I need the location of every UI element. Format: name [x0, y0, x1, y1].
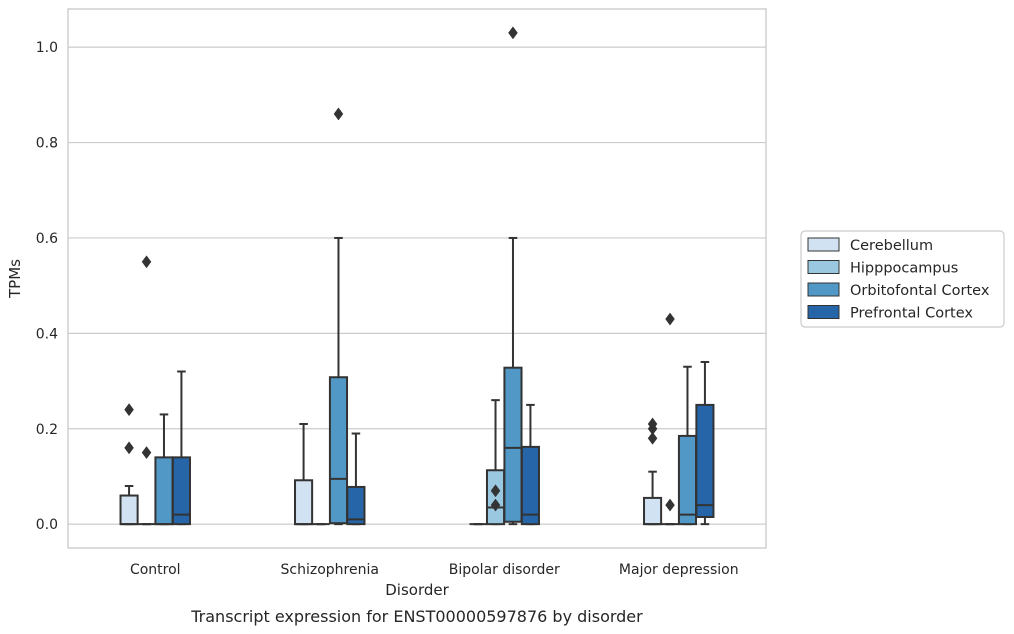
box-body [503, 366, 523, 523]
legend-label: Hipppocampus [850, 261, 958, 277]
box-4-4 [695, 360, 715, 526]
box-2-3 [485, 399, 506, 526]
outlier-point [490, 498, 501, 512]
x-axis-label: Disorder [385, 581, 449, 599]
y-tick-label: 0.8 [36, 136, 58, 152]
x-tick-labels: Control Schizophrenia Bipolar disorder Majo… [130, 562, 739, 578]
outlier-point [647, 431, 658, 445]
box-1-4 [643, 417, 663, 526]
box-4-1 [171, 370, 191, 526]
box-4-3 [520, 403, 540, 526]
x-tick-label: Major depression [619, 562, 739, 578]
legend-label: Cerebellum [850, 238, 933, 254]
outlier-point [141, 255, 152, 269]
x-tick-label: Bipolar disorder [449, 562, 560, 578]
box-1-1 [119, 403, 139, 526]
box-body [520, 445, 540, 526]
box-body [119, 494, 139, 526]
y-tick-label: 1.0 [36, 40, 58, 56]
outlier-point [490, 484, 501, 498]
legend-label: Prefrontal Cortex [850, 306, 973, 322]
box-3-3 [503, 26, 523, 526]
outlier-point [508, 26, 518, 40]
box-body [328, 376, 349, 525]
chart-caption: Transcript expression for ENST0000059787… [190, 607, 643, 626]
box-body [695, 403, 715, 518]
legend-swatch [807, 305, 840, 319]
box-body [346, 485, 366, 526]
x-tick-label: Schizophrenia [281, 562, 379, 578]
outlier-point [124, 441, 134, 455]
y-tick-labels: 0.0 0.2 0.4 0.6 0.8 1.0 [36, 40, 58, 533]
y-axis-label: TPMs [6, 259, 24, 299]
box-3-2 [328, 107, 349, 526]
box-2-4 [661, 312, 679, 526]
plot-frame [67, 8, 767, 549]
box-body [677, 434, 698, 526]
legend-swatch [807, 282, 840, 297]
outlier-point [665, 312, 675, 326]
box-4-2 [346, 432, 366, 526]
outlier-point [124, 403, 134, 417]
box-1-2 [294, 422, 314, 526]
legend-swatch [807, 260, 840, 274]
box-body [171, 456, 191, 526]
y-tick-label: 0.0 [36, 517, 58, 533]
gridlines [68, 46, 766, 525]
box-body [154, 456, 174, 526]
box-body [643, 496, 663, 526]
box-3-4 [677, 365, 698, 526]
boxes [119, 26, 715, 526]
outlier-point [665, 498, 675, 512]
box-3-1 [154, 413, 174, 526]
box-2-1 [137, 255, 156, 526]
legend-frame [800, 230, 1005, 328]
legend-swatch [807, 237, 840, 252]
y-tick-label: 0.2 [36, 422, 58, 438]
outlier-point [647, 417, 658, 431]
box-body [294, 479, 314, 526]
y-tick-label: 0.4 [36, 326, 58, 342]
y-tick-label: 0.6 [36, 231, 58, 247]
outlier-point [141, 446, 152, 460]
legend-label: Orbitofontal Cortex [850, 283, 990, 299]
outlier-point [333, 107, 344, 121]
x-tick-label: Control [130, 562, 181, 578]
legend: Cerebellum Hipppocampus Orbitofontal Corte… [800, 230, 1005, 328]
